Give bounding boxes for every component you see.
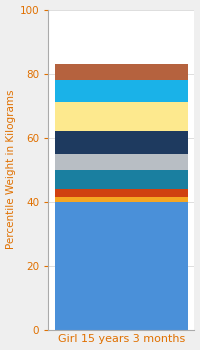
Bar bbox=[55, 197, 188, 202]
Bar bbox=[55, 102, 188, 131]
Bar bbox=[55, 202, 188, 330]
Y-axis label: Percentile Weight in Kilograms: Percentile Weight in Kilograms bbox=[6, 90, 16, 249]
Bar bbox=[55, 131, 188, 154]
Bar bbox=[55, 64, 188, 80]
Bar bbox=[55, 80, 188, 102]
Bar bbox=[55, 189, 188, 197]
Bar bbox=[55, 169, 188, 189]
Bar bbox=[55, 154, 188, 169]
